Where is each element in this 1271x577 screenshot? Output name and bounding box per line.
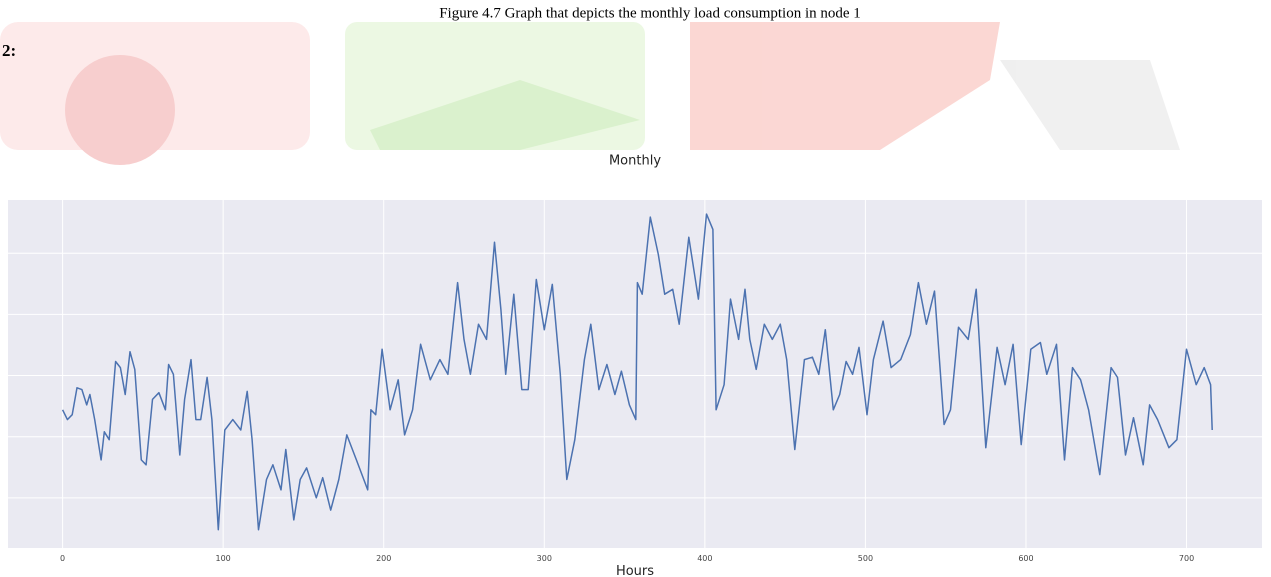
- watermark-shape: [690, 22, 1000, 150]
- plot-area: [8, 200, 1262, 548]
- watermark-cap: [370, 80, 640, 150]
- watermark: [0, 22, 1180, 165]
- x-axis-label: Hours: [616, 564, 654, 577]
- data-line: [61, 213, 1213, 531]
- marks: [61, 213, 1213, 531]
- x-tick-label: 600: [1018, 554, 1033, 563]
- figure-caption: Figure 4.7 Graph that depicts the monthl…: [439, 5, 861, 21]
- x-tick-label: 700: [1179, 554, 1194, 563]
- x-tick-label: 500: [858, 554, 873, 563]
- x-tick-label: 300: [537, 554, 552, 563]
- x-tick-label: 100: [216, 554, 231, 563]
- chart-title: Monthly: [609, 154, 661, 169]
- x-tick-label: 200: [376, 554, 391, 563]
- x-tick-label: 0: [60, 554, 65, 563]
- watermark-shape: [1000, 60, 1180, 150]
- x-tick-label: 400: [697, 554, 712, 563]
- watermark-gear: [65, 55, 175, 165]
- section-label: 2:: [2, 41, 16, 60]
